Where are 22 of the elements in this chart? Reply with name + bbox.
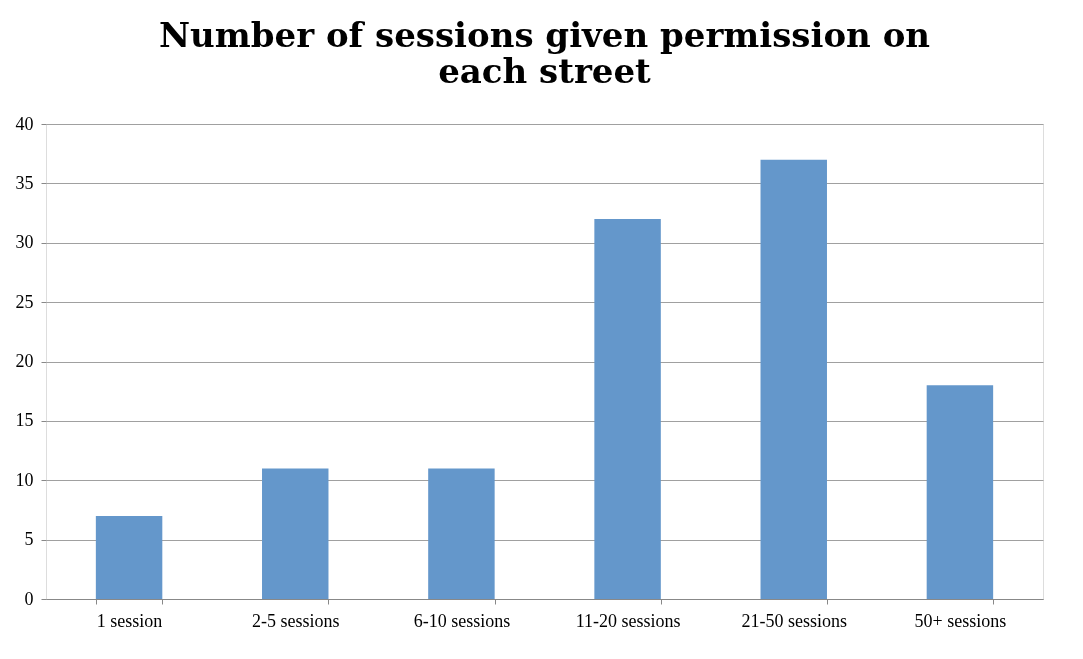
- x-tick-label: 50+ sessions: [914, 610, 1007, 631]
- y-tick-label: 10: [15, 469, 34, 490]
- y-tick-label: 20: [15, 351, 34, 371]
- x-tick-label: 1 session: [96, 610, 163, 631]
- bar: [95, 515, 163, 599]
- y-tick-label: 25: [15, 291, 34, 312]
- y-tick-label: 30: [15, 232, 34, 253]
- x-tick-label: 2-5 sessions: [251, 610, 340, 631]
- chart-title: Number of sessions given permission on each street: [158, 15, 931, 91]
- bar: [428, 468, 495, 599]
- x-tick-label: 11-20 sessions: [575, 610, 681, 631]
- y-tick-label: 40: [15, 113, 34, 134]
- bar: [926, 385, 994, 599]
- y-tick-label: 15: [15, 410, 34, 431]
- bar: [760, 159, 827, 599]
- y-tick-label: 5: [24, 529, 34, 550]
- y-tick-label: 35: [15, 172, 34, 193]
- bar: [594, 219, 661, 599]
- y-tick-label: 0: [24, 588, 34, 609]
- bar: [262, 468, 329, 599]
- x-tick-label: 6-10 sessions: [413, 610, 511, 631]
- x-tick-label: 21-50 sessions: [741, 610, 848, 631]
